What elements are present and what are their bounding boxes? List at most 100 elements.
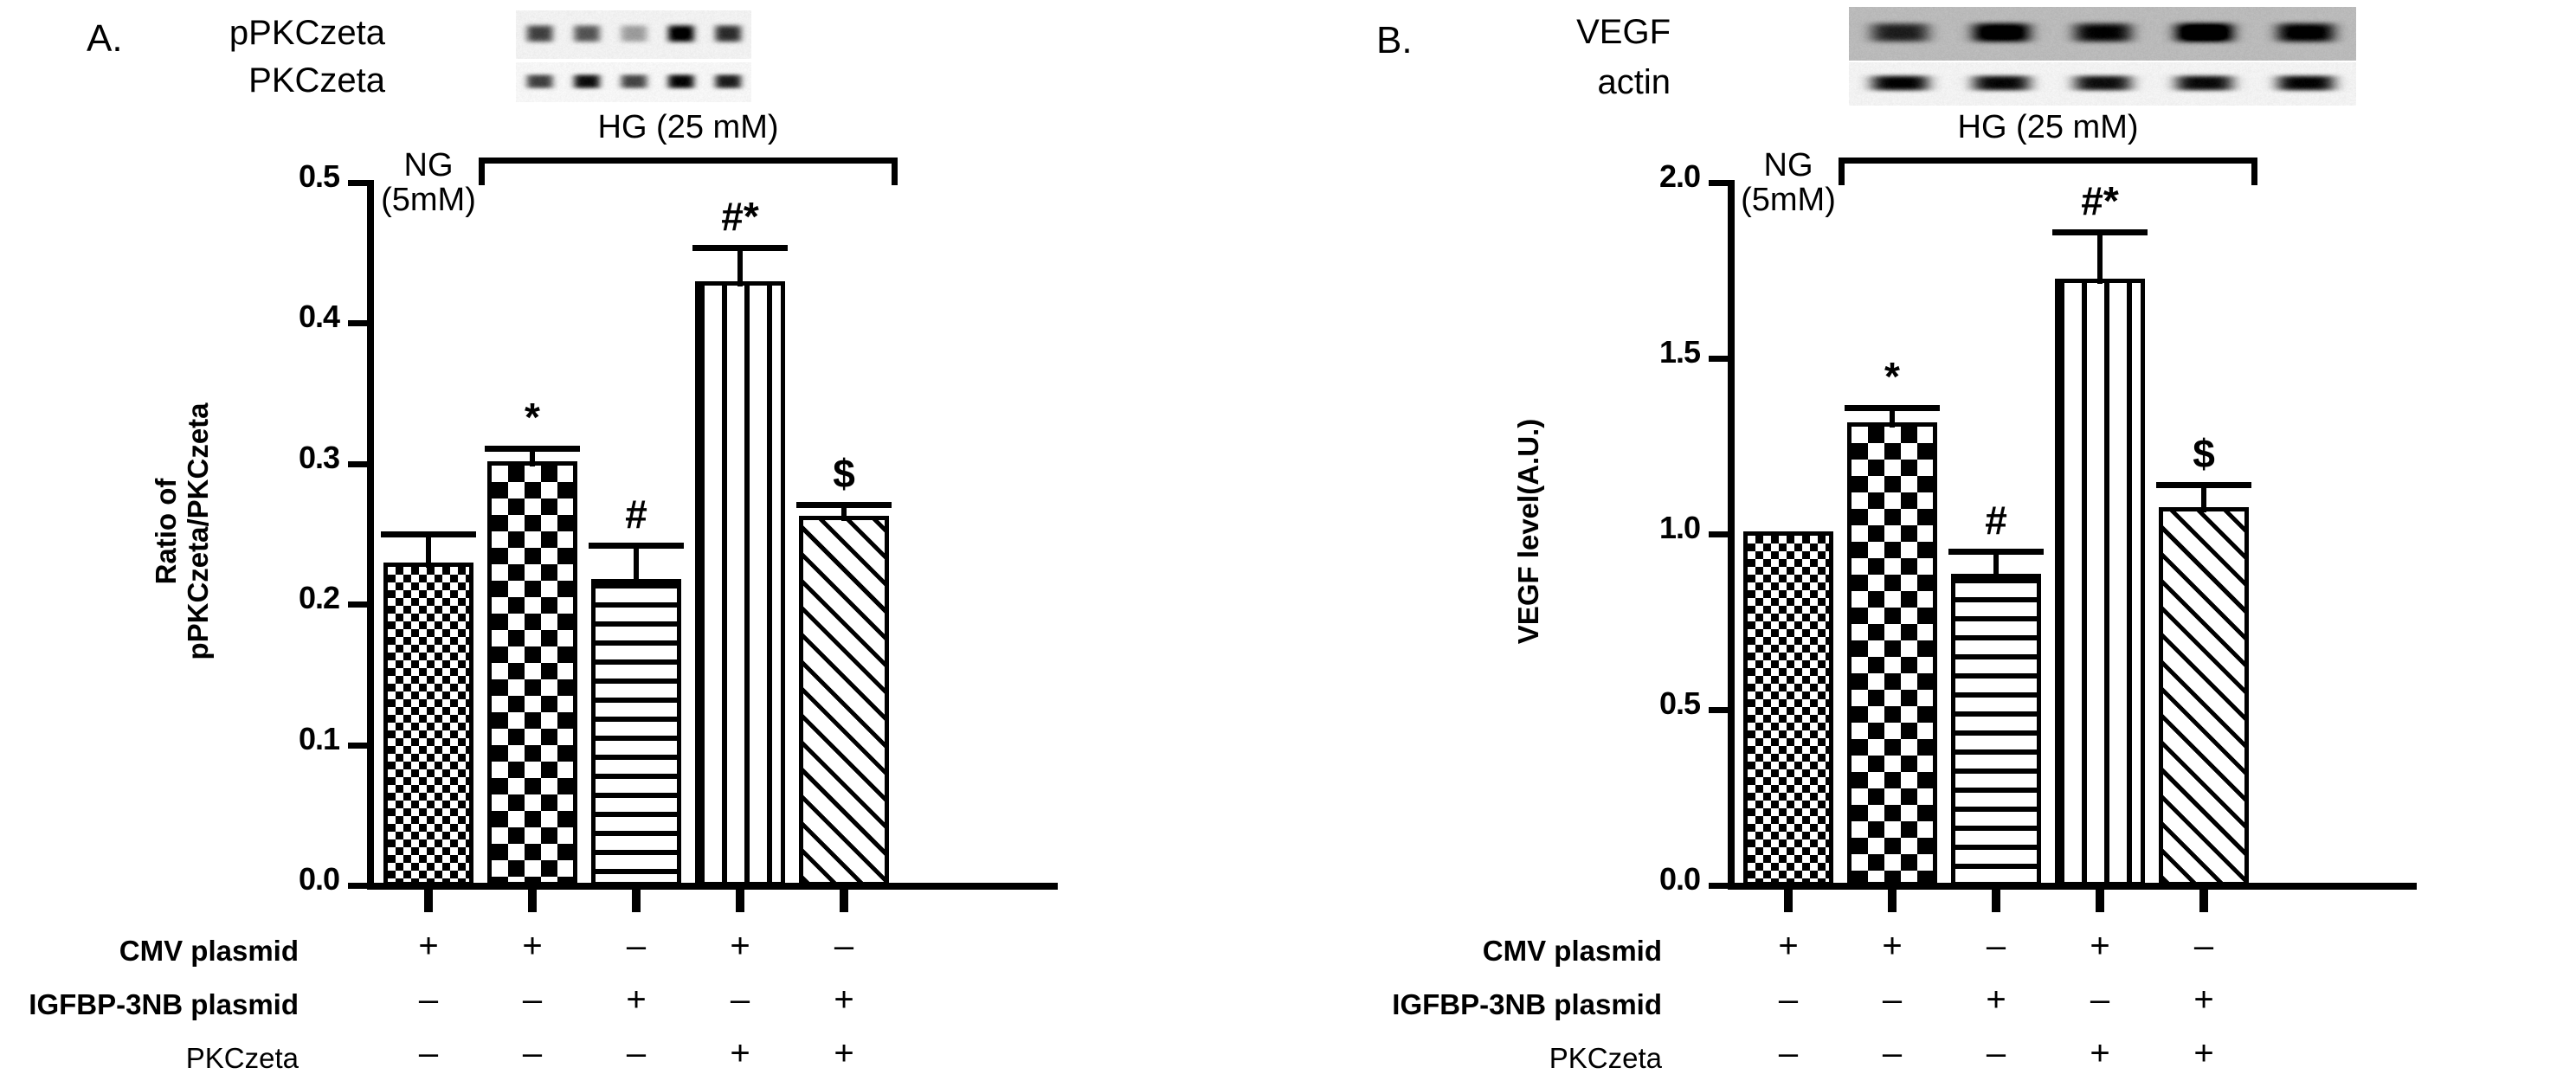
x-tick bbox=[632, 890, 641, 912]
blot-label-ppkczeta: pPKCzeta bbox=[229, 14, 385, 53]
y-axis-title: VEGF level(A.U.) bbox=[1513, 341, 1545, 722]
blot-strip-actin bbox=[1849, 62, 2356, 106]
table-cell-r2c1: – bbox=[377, 981, 480, 1019]
y-tick bbox=[348, 461, 367, 467]
significance-mark-4: #* bbox=[2022, 181, 2178, 221]
y-tick bbox=[1709, 883, 1728, 889]
bar-1 bbox=[383, 563, 473, 886]
table-cell-r1c5: – bbox=[792, 927, 896, 966]
group-label-ng-line2: (5mM) bbox=[381, 182, 476, 218]
y-tick bbox=[1709, 707, 1728, 713]
y-tick-label: 0.4 bbox=[194, 299, 339, 335]
y-axis-line bbox=[367, 180, 374, 890]
hg-bracket-leg-right bbox=[892, 158, 898, 185]
bar-2 bbox=[1847, 422, 1937, 886]
table-cell-r3c3: – bbox=[584, 1034, 688, 1073]
table-row-label-3: PKCzeta bbox=[186, 1042, 299, 1075]
blot-strip-pkczeta bbox=[516, 62, 751, 102]
panel-letter: A. bbox=[87, 17, 123, 61]
x-tick bbox=[736, 890, 744, 912]
x-tick bbox=[1992, 890, 2000, 912]
significance-mark-5: $ bbox=[2126, 434, 2282, 473]
hg-bracket-leg-right bbox=[2251, 158, 2257, 185]
bar-4 bbox=[695, 281, 785, 886]
significance-mark-2: * bbox=[454, 397, 610, 437]
x-tick bbox=[1888, 890, 1897, 912]
hg-bracket-leg-left bbox=[479, 158, 485, 185]
bar-4 bbox=[2055, 279, 2145, 886]
panel-b: B. VEGF actin NG (5mM) HG (25 mM) 0.0 0.5 1.… bbox=[1288, 0, 2576, 1087]
table-cell-r2c4: – bbox=[2048, 981, 2152, 1019]
table-cell-r3c3: – bbox=[1944, 1034, 2048, 1073]
group-label-hg: HG (25 mM) bbox=[1858, 111, 2238, 145]
blot-image bbox=[1849, 62, 2356, 106]
table-row-label-2: IGFBP-3NB plasmid bbox=[29, 988, 299, 1021]
x-tick bbox=[2096, 890, 2104, 912]
y-axis-title-line2: pPKCzeta/PKCzeta bbox=[182, 402, 214, 659]
y-tick bbox=[348, 743, 367, 749]
table-cell-r3c2: – bbox=[480, 1034, 584, 1073]
error-bar-cap-4 bbox=[2052, 229, 2148, 235]
error-bar-cap-1 bbox=[381, 531, 476, 537]
error-bar-cap-5 bbox=[2156, 482, 2251, 488]
error-bar-cap-3 bbox=[1948, 549, 2044, 555]
error-bar-cap-4 bbox=[692, 245, 788, 251]
table-cell-r3c4: + bbox=[688, 1034, 792, 1073]
y-tick bbox=[1709, 531, 1728, 537]
table-row-label-3: PKCzeta bbox=[1549, 1042, 1662, 1075]
bar-3 bbox=[1951, 574, 2041, 886]
significance-mark-5: $ bbox=[766, 453, 922, 493]
blot-image bbox=[516, 62, 751, 102]
y-tick bbox=[348, 180, 367, 186]
hg-bracket-top bbox=[1839, 158, 2257, 164]
table-cell-r1c4: + bbox=[688, 927, 792, 966]
table-cell-r2c4: – bbox=[688, 981, 792, 1019]
table-row-label-2: IGFBP-3NB plasmid bbox=[1392, 988, 1662, 1021]
x-tick bbox=[424, 890, 433, 912]
table-cell-r1c3: – bbox=[1944, 927, 2048, 966]
y-tick-label: 0.3 bbox=[194, 440, 339, 476]
blot-strip-vegf bbox=[1849, 7, 2356, 61]
table-cell-r1c3: – bbox=[584, 927, 688, 966]
significance-mark-2: * bbox=[1814, 357, 1970, 396]
x-tick bbox=[2199, 890, 2208, 912]
y-tick-label: 1.0 bbox=[1555, 510, 1700, 546]
y-tick bbox=[348, 883, 367, 889]
error-bar-cap-2 bbox=[485, 446, 580, 452]
y-axis-title: Ratio of pPKCzeta/PKCzeta bbox=[151, 350, 215, 713]
y-tick bbox=[1709, 180, 1728, 186]
group-label-ng-line1: NG bbox=[404, 147, 454, 183]
panel-a: A. pPKCzeta PKCzeta NG (5mM) HG (25 mM) 0.… bbox=[0, 0, 1288, 1087]
y-axis-title-line1: Ratio of bbox=[150, 479, 182, 585]
y-tick bbox=[348, 320, 367, 326]
table-cell-r3c4: + bbox=[2048, 1034, 2152, 1073]
table-cell-r3c2: – bbox=[1840, 1034, 1944, 1073]
error-bar-cap-3 bbox=[589, 543, 684, 549]
blot-label-vegf: VEGF bbox=[1576, 13, 1671, 52]
table-cell-r2c5: + bbox=[792, 981, 896, 1019]
table-cell-r1c5: – bbox=[2152, 927, 2256, 966]
significance-mark-3: # bbox=[1918, 500, 2074, 540]
significance-mark-3: # bbox=[558, 494, 714, 534]
y-tick-label: 0.0 bbox=[194, 861, 339, 897]
y-tick-label: 0.2 bbox=[194, 580, 339, 616]
table-row-label-1: CMV plasmid bbox=[1483, 935, 1662, 968]
table-cell-r1c2: + bbox=[1840, 927, 1944, 966]
table-cell-r2c3: + bbox=[1944, 981, 2048, 1019]
bar-3 bbox=[591, 579, 681, 886]
y-tick-label: 1.5 bbox=[1555, 334, 1700, 370]
table-cell-r3c5: + bbox=[2152, 1034, 2256, 1073]
table-cell-r3c1: – bbox=[377, 1034, 480, 1073]
y-tick-label: 0.5 bbox=[194, 158, 339, 195]
error-bar-stem-3 bbox=[634, 543, 639, 584]
y-tick bbox=[1709, 356, 1728, 362]
error-bar-cap-5 bbox=[796, 502, 892, 508]
panel-letter: B. bbox=[1376, 19, 1413, 62]
blot-image bbox=[1849, 7, 2356, 61]
y-tick-label: 0.0 bbox=[1555, 861, 1700, 897]
y-tick-label: 0.1 bbox=[194, 721, 339, 757]
blot-label-pkczeta: PKCzeta bbox=[248, 61, 385, 100]
table-row-label-1: CMV plasmid bbox=[119, 935, 299, 968]
table-cell-r1c4: + bbox=[2048, 927, 2152, 966]
table-cell-r1c1: + bbox=[1736, 927, 1840, 966]
